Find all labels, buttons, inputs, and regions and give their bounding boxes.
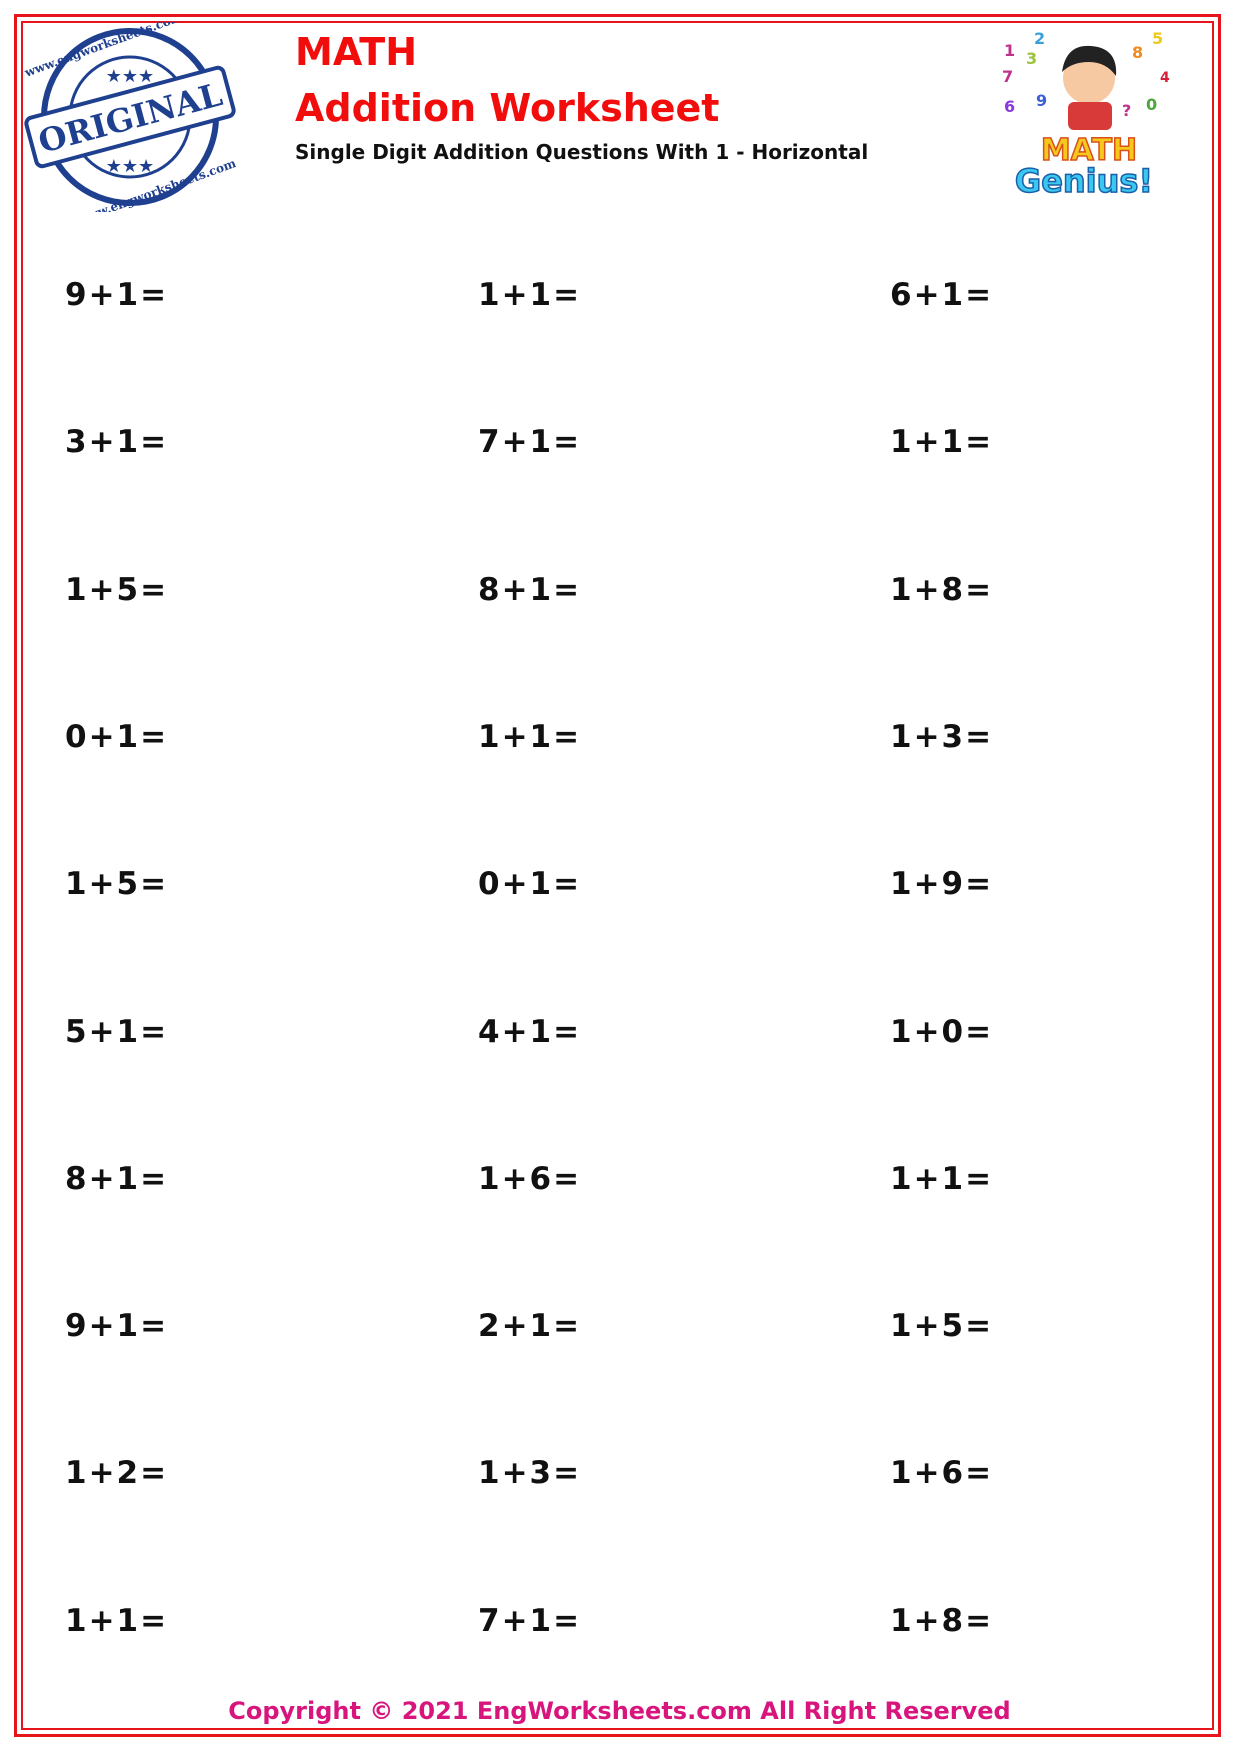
addition-question: 1+8=	[890, 1602, 994, 1639]
svg-text:9: 9	[1036, 91, 1047, 110]
addition-question: 1+9=	[890, 866, 994, 903]
addition-question: 1+6=	[890, 1455, 994, 1492]
addition-question: 1+1=	[890, 424, 994, 461]
addition-question: 7+1=	[478, 424, 582, 461]
svg-text:www.engworksheets.com: www.engworksheets.com	[24, 22, 185, 80]
addition-question: 1+0=	[890, 1013, 994, 1050]
svg-text:Genius!: Genius!	[1015, 162, 1153, 200]
addition-question: 1+1=	[478, 718, 582, 755]
addition-question: 1+1=	[890, 1160, 994, 1197]
addition-question: 1+3=	[890, 718, 994, 755]
copyright-footer: Copyright © 2021 EngWorksheets.com All R…	[228, 1697, 1011, 1725]
svg-text:★★★: ★★★	[106, 66, 154, 87]
addition-question: 1+1=	[478, 277, 582, 313]
addition-question: 6+1=	[890, 277, 994, 313]
svg-text:3: 3	[1026, 49, 1037, 68]
addition-question: 1+2=	[65, 1455, 169, 1492]
svg-text:1: 1	[1004, 41, 1015, 60]
worksheet-subtitle: Single Digit Addition Questions With 1 -…	[295, 140, 869, 164]
worksheet-title: Addition Worksheet	[295, 86, 720, 130]
svg-text:4: 4	[1160, 70, 1170, 86]
addition-question: 1+5=	[65, 866, 169, 903]
addition-question: 1+3=	[478, 1455, 582, 1492]
svg-text:6: 6	[1004, 97, 1015, 116]
original-stamp-logo: www.engworksheets.com www.engworksheets.…	[24, 22, 236, 212]
addition-question: 1+1=	[65, 1602, 169, 1639]
addition-question: 9+1=	[65, 1308, 169, 1345]
addition-question: 1+8=	[890, 571, 994, 608]
svg-text:?: ?	[1122, 101, 1131, 120]
svg-text:5: 5	[1152, 29, 1163, 48]
addition-question: 8+1=	[478, 571, 582, 608]
addition-question: 0+1=	[478, 866, 582, 903]
math-genius-mascot-image: 1 2 3 7 9 6 8 5 4 ? 0 MATH Genius!	[1002, 29, 1170, 201]
worksheet-title-math: MATH	[295, 30, 417, 74]
addition-question: 1+5=	[890, 1308, 994, 1345]
svg-text:www.engworksheets.com: www.engworksheets.com	[75, 156, 236, 212]
svg-text:MATH: MATH	[1041, 133, 1137, 168]
addition-question: 0+1=	[65, 718, 169, 755]
svg-text:★★★: ★★★	[106, 156, 154, 177]
addition-question: 5+1=	[65, 1013, 169, 1050]
svg-text:7: 7	[1002, 67, 1013, 86]
addition-question: 8+1=	[65, 1160, 169, 1197]
page-border-outer	[14, 14, 1221, 1737]
page-border-inner	[21, 21, 1214, 1730]
addition-question: 4+1=	[478, 1013, 582, 1050]
addition-question: 2+1=	[478, 1308, 582, 1345]
addition-question: 1+6=	[478, 1160, 582, 1197]
svg-text:2: 2	[1034, 29, 1045, 48]
svg-text:0: 0	[1146, 95, 1157, 114]
addition-question: 9+1=	[65, 277, 169, 313]
addition-question: 1+5=	[65, 571, 169, 608]
addition-question: 3+1=	[65, 424, 169, 461]
svg-text:8: 8	[1132, 43, 1143, 62]
addition-question: 7+1=	[478, 1602, 582, 1639]
svg-text:ORIGINAL: ORIGINAL	[34, 75, 226, 160]
